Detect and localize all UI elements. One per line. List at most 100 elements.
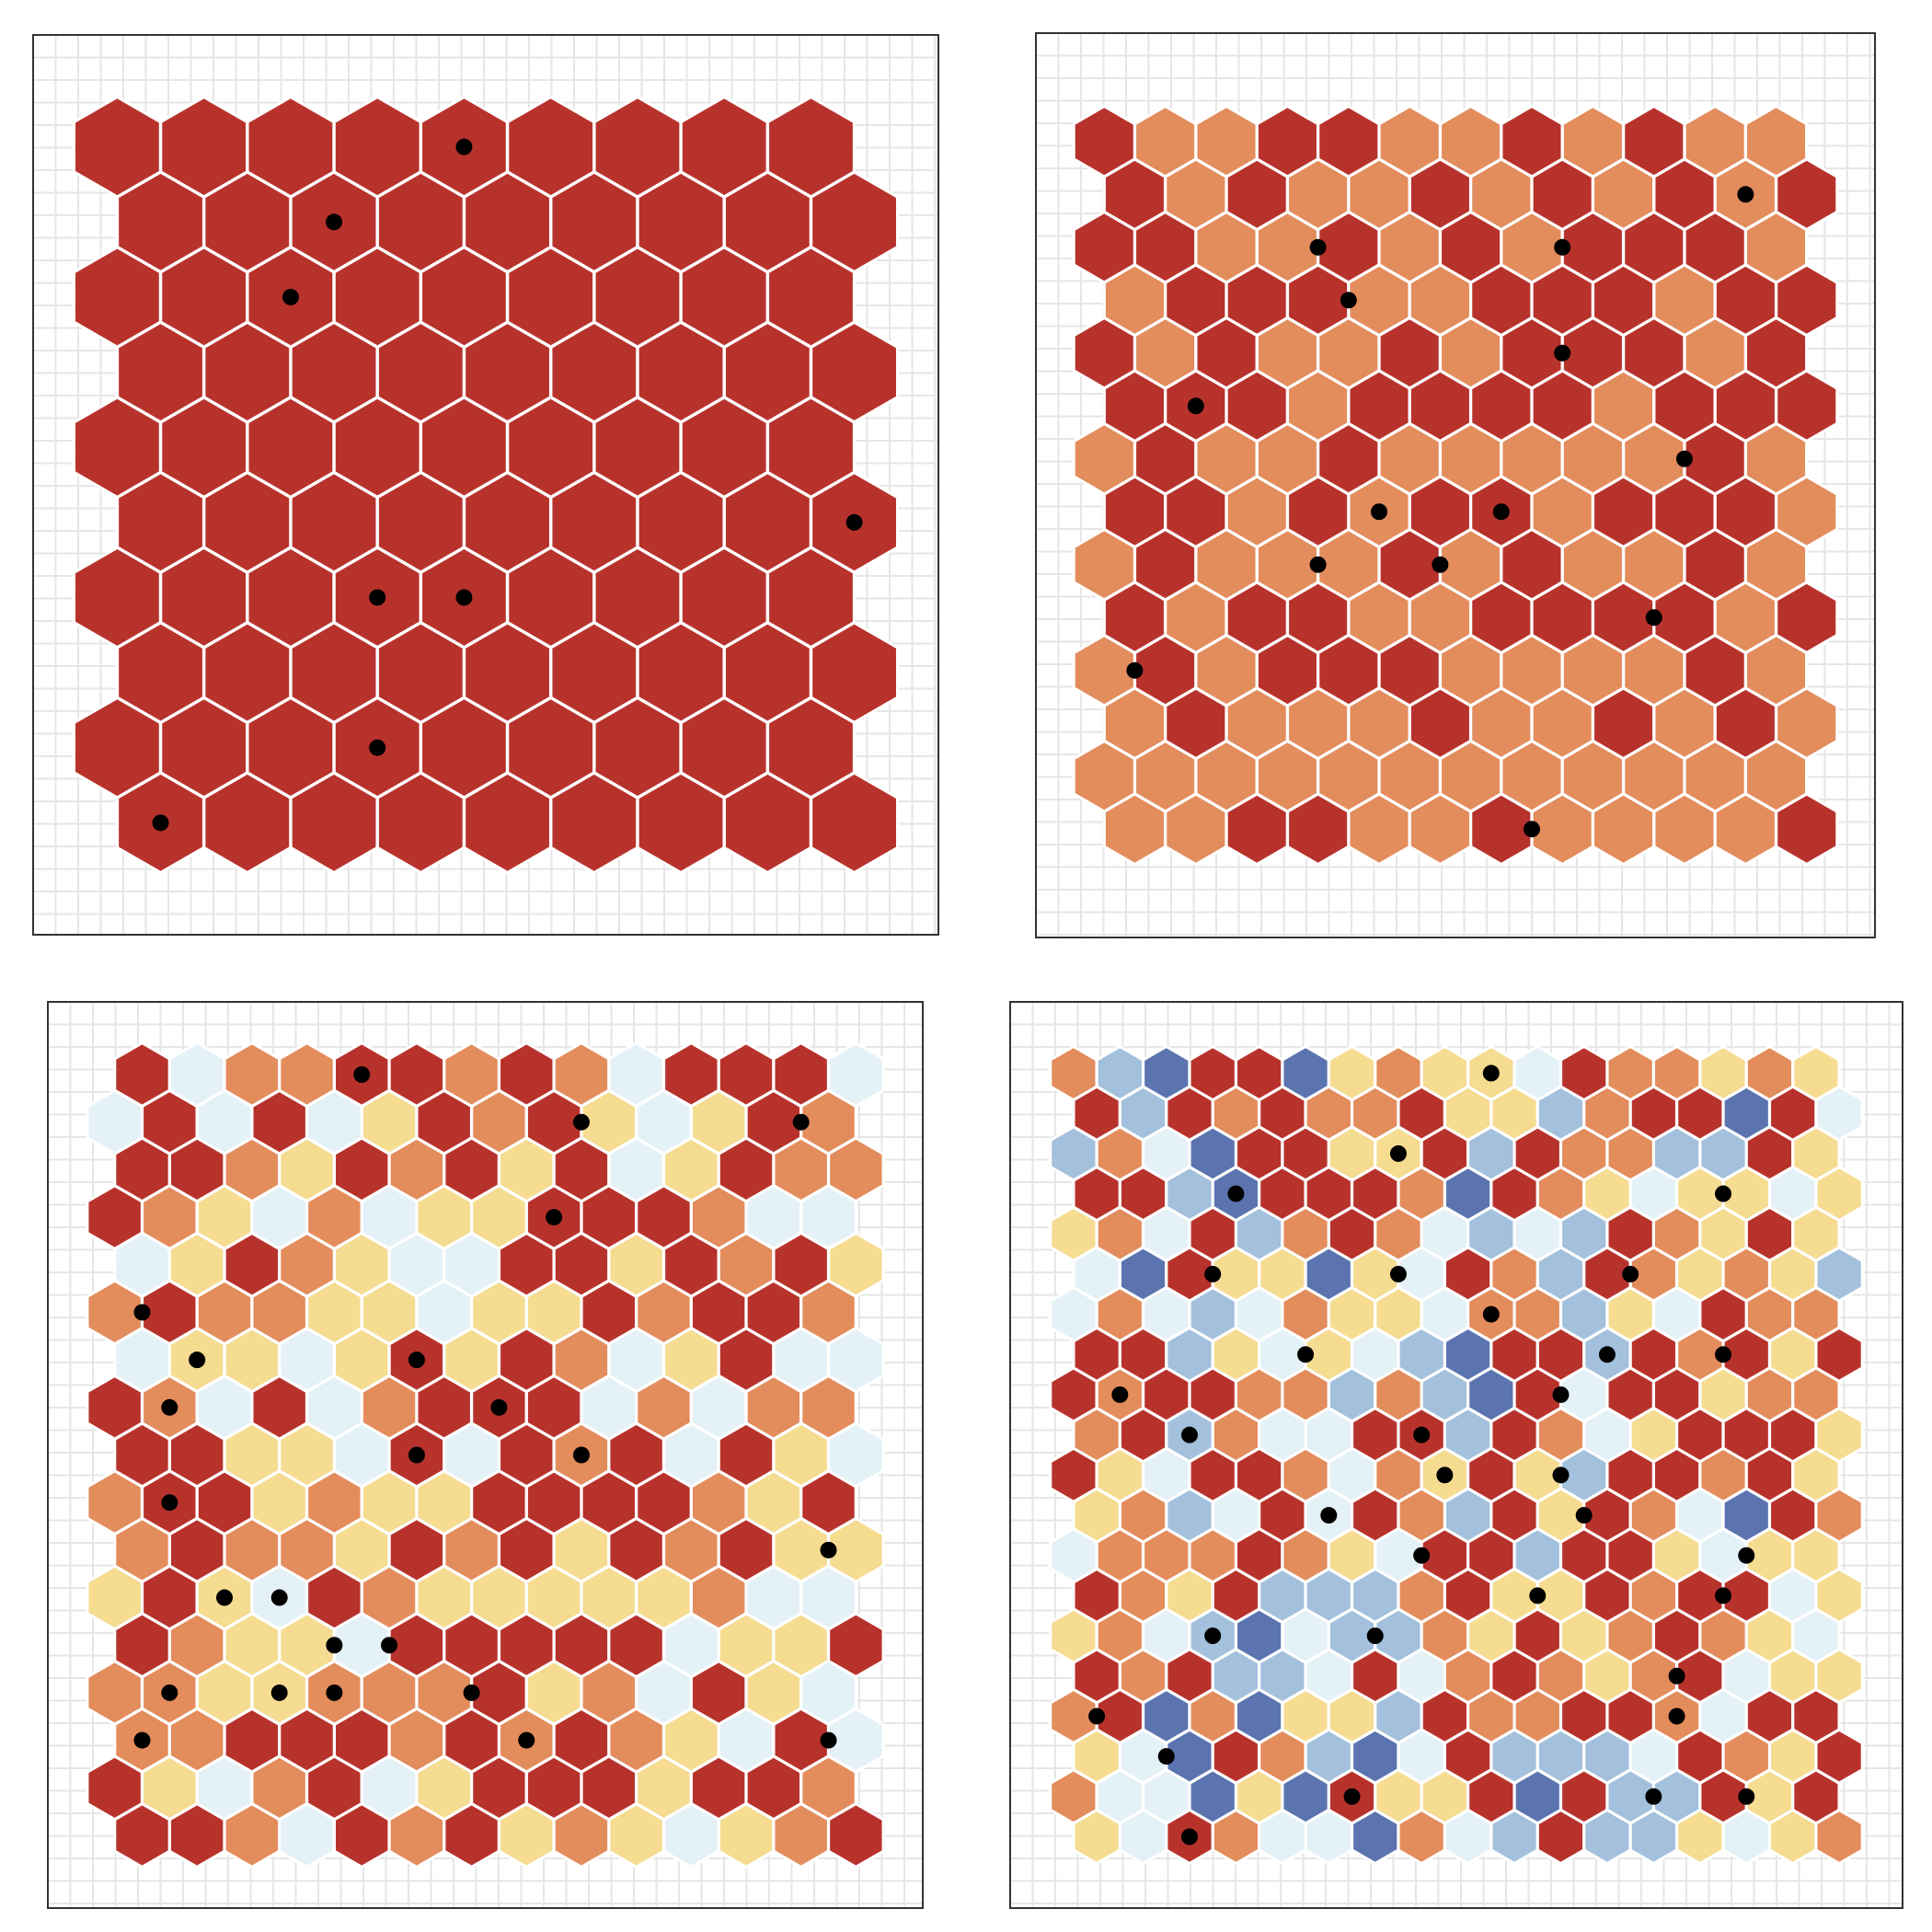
data-point: [1340, 292, 1357, 309]
data-point: [1552, 1386, 1570, 1403]
hex-cell: [1374, 1045, 1423, 1101]
data-point: [1413, 1547, 1431, 1564]
data-point: [161, 1398, 178, 1416]
hex-cell: [167, 1041, 226, 1108]
panel-border: [1035, 32, 1876, 938]
data-point: [820, 1731, 837, 1749]
data-point: [326, 213, 343, 231]
data-point: [1157, 1748, 1175, 1765]
data-point: [1737, 186, 1754, 203]
data-point: [1432, 556, 1449, 573]
hex-cell: [1744, 105, 1809, 178]
data-point: [1088, 1708, 1106, 1725]
data-point: [1738, 1547, 1755, 1564]
data-point: [572, 1446, 590, 1464]
data-point: [1204, 1627, 1222, 1645]
data-point: [1180, 1426, 1198, 1443]
data-point: [369, 739, 386, 756]
hex-cell: [113, 1041, 171, 1108]
scatter-points: [1088, 1064, 1755, 1846]
data-point: [1622, 1265, 1639, 1282]
hex-cell: [717, 1041, 776, 1108]
hex-cell: [387, 1041, 446, 1108]
data-point: [546, 1209, 563, 1226]
data-point: [1675, 450, 1693, 467]
data-point: [845, 513, 863, 531]
data-point: [1645, 1788, 1662, 1805]
data-point: [455, 589, 473, 606]
hex-cell: [1049, 1045, 1098, 1101]
hex-cell: [1512, 1045, 1562, 1101]
data-point: [270, 1589, 288, 1606]
data-point: [792, 1113, 810, 1131]
data-point: [408, 1351, 425, 1369]
data-point: [1715, 1185, 1732, 1202]
hex-cells: [73, 96, 899, 874]
data-point: [1575, 1507, 1593, 1524]
data-point: [1436, 1466, 1454, 1484]
hex-cell: [1744, 1045, 1795, 1101]
hex-cell: [1698, 1045, 1748, 1101]
hex-cell: [607, 1041, 665, 1108]
data-point: [1320, 1507, 1338, 1524]
data-point: [1180, 1828, 1198, 1846]
hex-cell: [1327, 1045, 1377, 1101]
data-point: [1126, 661, 1144, 679]
data-point: [1738, 1788, 1755, 1805]
data-point: [1482, 1064, 1500, 1082]
data-point: [353, 1066, 371, 1083]
data-point: [1492, 503, 1510, 521]
hex-cell: [1652, 1045, 1702, 1101]
data-point: [270, 1684, 288, 1701]
data-point: [161, 1684, 178, 1701]
hex-cell: [443, 1041, 500, 1108]
data-point: [1529, 1587, 1547, 1604]
data-point: [1715, 1346, 1732, 1363]
scatter-points: [1126, 186, 1754, 838]
data-point: [1309, 556, 1327, 573]
hex-panel-bottom-left: [47, 1001, 924, 1909]
data-point: [820, 1541, 837, 1558]
data-point: [490, 1398, 508, 1416]
hex-cells: [1049, 1045, 1864, 1865]
hex-panel-top-right: [1035, 32, 1876, 938]
data-point: [133, 1731, 151, 1749]
scatter-points: [133, 1066, 837, 1749]
data-point: [1389, 1144, 1407, 1162]
data-point: [369, 589, 386, 606]
data-point: [1371, 503, 1388, 521]
data-point: [1554, 238, 1571, 256]
hex-cells: [1072, 105, 1839, 866]
hex-cell: [1605, 1045, 1655, 1101]
data-point: [1343, 1788, 1361, 1805]
hex-cell: [1420, 1045, 1469, 1101]
hex-panel-top-left: [32, 34, 939, 936]
panel-border: [47, 1001, 924, 1909]
hex-cell: [1559, 1045, 1609, 1101]
data-point: [161, 1494, 178, 1512]
hex-cell: [772, 1041, 830, 1108]
data-point: [455, 138, 473, 155]
data-point: [1227, 1185, 1245, 1202]
data-point: [1598, 1346, 1616, 1363]
data-point: [1554, 344, 1571, 362]
data-point: [326, 1637, 343, 1654]
hex-cell: [1142, 1045, 1191, 1101]
data-point: [1366, 1627, 1384, 1645]
data-point: [133, 1304, 151, 1321]
data-point: [1309, 238, 1327, 256]
hex-cell: [1281, 1045, 1330, 1101]
hex-cell: [1791, 1045, 1841, 1101]
data-point: [463, 1684, 480, 1701]
hex-cell: [662, 1041, 720, 1108]
hex-cell: [827, 1041, 885, 1108]
data-point: [216, 1589, 233, 1606]
data-point: [1552, 1466, 1570, 1484]
data-point: [1389, 1265, 1407, 1282]
panel-border: [32, 34, 939, 936]
hex-cell: [1235, 1045, 1284, 1101]
hex-cell: [766, 96, 856, 199]
data-point: [1645, 609, 1662, 627]
data-point: [381, 1637, 398, 1654]
